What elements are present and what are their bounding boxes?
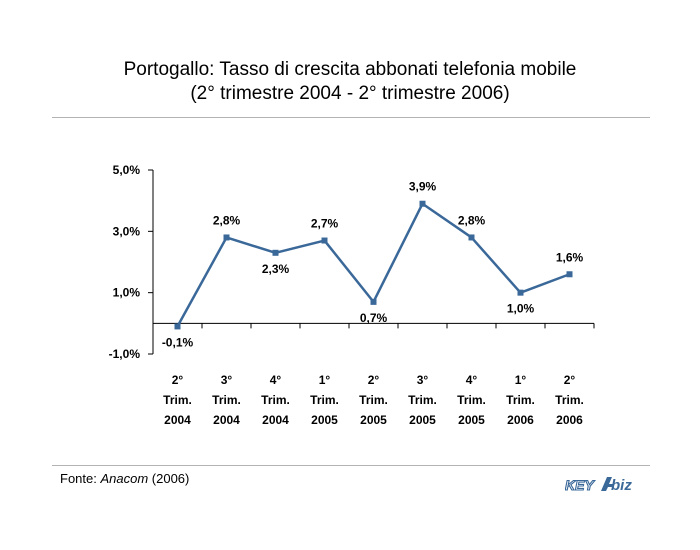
x-tick-label: 2006 [556,413,583,427]
x-tick-label: 3° [221,373,233,387]
svg-text:biz: biz [611,477,632,494]
data-point [370,298,377,305]
data-point [468,234,475,241]
data-label: 2,8% [213,213,241,227]
chart-title-line-1: Portogallo: Tasso di crescita abbonati t… [123,59,577,80]
x-tick-label: 2° [368,373,380,387]
svg-text:KEY: KEY [565,477,595,493]
x-tick-label: Trim. [212,393,241,407]
data-point [419,200,426,207]
x-tick-label: Trim. [506,393,535,407]
top-divider [52,117,650,118]
x-tick-label: Trim. [163,393,192,407]
data-label: 2,7% [311,217,339,231]
data-point [517,289,524,296]
x-tick-label: 3° [417,373,429,387]
line-chart: -1,0% 1,0% 3,0% 5,0% 2° Trim. 2004 3° Trim. 2004 4… [109,163,595,427]
y-tick-label: 1,0% [113,286,141,300]
data-label: 3,9% [409,180,437,194]
x-tick-label: 4° [466,373,478,387]
x-tick-label: 2° [172,373,184,387]
data-label: -0,1% [162,335,194,349]
x-tick-label: Trim. [261,393,290,407]
x-tick-label: Trim. [408,393,437,407]
key4biz-logo: KEY biz [565,476,632,494]
x-tick-label: 2004 [213,413,240,427]
data-label: 1,0% [507,302,535,316]
chart-title: Portogallo: Tasso di crescita abbonati t… [0,58,700,106]
x-tick-label: 2004 [262,413,289,427]
x-tick-label: 1° [515,373,527,387]
x-tick-label: 2004 [164,413,191,427]
x-tick-label: 2005 [360,413,387,427]
x-tick-label: 2005 [409,413,436,427]
data-label: 2,8% [458,213,486,227]
data-point [321,237,328,244]
x-tick-label: 2005 [311,413,338,427]
x-tick-label: Trim. [457,393,486,407]
source-prefix: Fonte: [60,471,101,486]
data-label: 1,6% [556,250,584,264]
data-point [223,234,230,241]
x-tick-label: Trim. [555,393,584,407]
x-tick-label: Trim. [359,393,388,407]
data-point [272,249,279,256]
y-tick-label: -1,0% [109,347,141,361]
data-point [174,323,181,330]
x-tick-label: 2° [564,373,576,387]
x-tick-label: Trim. [310,393,339,407]
data-label: 0,7% [360,311,388,325]
chart-title-line-2: (2° trimestre 2004 - 2° trimestre 2006) [190,83,510,104]
source-note: Fonte: Anacom (2006) [60,471,189,486]
data-point [566,271,573,278]
x-tick-label: 2006 [507,413,534,427]
source-name: Anacom [100,471,149,486]
y-tick-label: 3,0% [113,224,141,238]
x-tick-label: 1° [319,373,331,387]
bottom-divider [52,465,650,466]
source-year: (2006) [148,471,190,486]
data-label: 2,3% [262,262,290,276]
x-tick-label: 4° [270,373,282,387]
y-tick-label: 5,0% [113,163,141,177]
x-tick-label: 2005 [458,413,485,427]
